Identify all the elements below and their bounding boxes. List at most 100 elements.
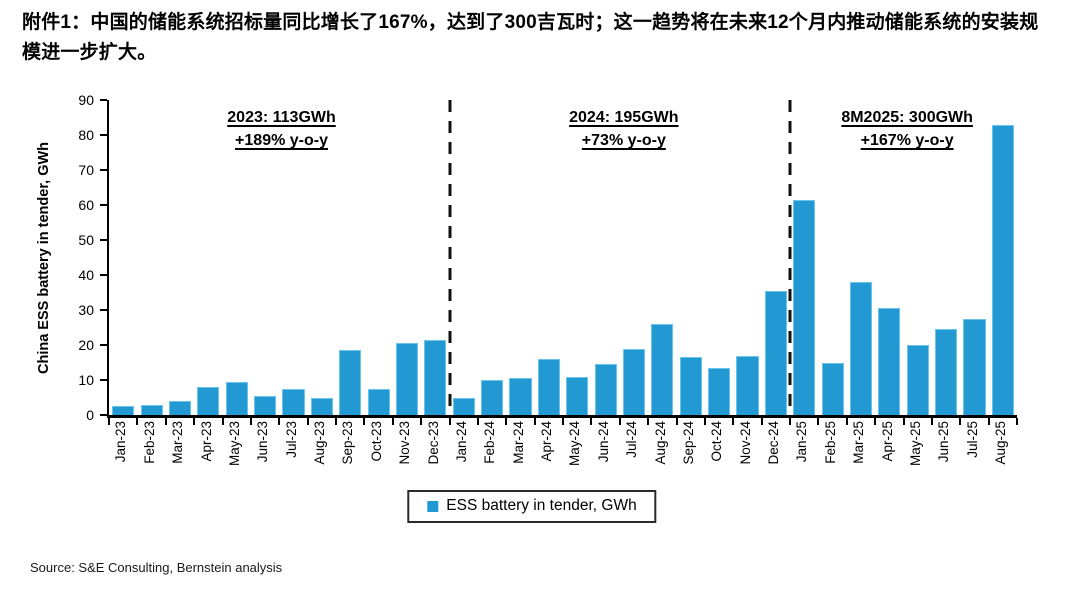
x-axis-tick — [108, 418, 110, 425]
x-tick-label: May-25 — [907, 421, 923, 467]
annotation-8m2025-total: 8M2025: 300GWh — [841, 109, 973, 126]
x-axis-tick — [249, 418, 252, 425]
bar-slot — [308, 100, 336, 415]
y-tick-label: 30 — [78, 302, 94, 318]
bar-sep-24 — [679, 357, 702, 415]
x-label-slot: Apr-24 — [533, 421, 561, 485]
x-axis-tick — [732, 418, 735, 425]
bar-may-25 — [906, 345, 929, 415]
x-label-slot: Oct-24 — [703, 421, 731, 485]
x-label-slot: Aug-24 — [646, 421, 674, 485]
x-label-slot: Jan-25 — [788, 421, 816, 485]
bar-slot — [620, 100, 648, 415]
bar-may-24 — [566, 376, 589, 415]
x-tick-label: Sep-24 — [680, 421, 696, 465]
x-label-slot: Jun-25 — [930, 421, 958, 485]
x-label-slot: Mar-24 — [504, 421, 532, 485]
x-label-slot: May-24 — [561, 421, 589, 485]
bar-slot — [932, 100, 960, 415]
bar-apr-23 — [197, 387, 220, 415]
bar-feb-25 — [821, 362, 844, 415]
year-separator-line — [788, 100, 792, 415]
x-axis-tick — [533, 418, 536, 425]
x-tick-label: Feb-25 — [822, 421, 838, 464]
y-tick-label: 20 — [78, 337, 94, 354]
x-axis-tick — [675, 418, 678, 425]
x-tick-label: Aug-23 — [312, 421, 328, 465]
x-tick-label: Aug-24 — [652, 421, 668, 465]
x-tick-label: Jan-24 — [453, 421, 469, 463]
bar-mar-24 — [509, 378, 532, 415]
y-axis-tick — [100, 134, 107, 137]
x-label-slot: Jun-23 — [249, 421, 277, 485]
bar-may-23 — [225, 381, 248, 415]
y-axis-title: China ESS battery in tender, GWh — [36, 141, 52, 374]
bar-nov-24 — [736, 355, 759, 415]
x-axis-tick — [703, 418, 706, 425]
x-axis-tick — [278, 418, 281, 425]
y-axis-tick — [100, 414, 107, 416]
x-axis-tick — [448, 418, 451, 425]
y-axis-labels: 0 10 20 30 40 50 60 70 80 90 — [62, 93, 100, 422]
bar-slot — [223, 100, 251, 415]
x-axis-labels: Jan-23 Feb-23 Mar-23 Apr-23 May-23 Jun-23 Jul-… — [107, 421, 1015, 485]
x-axis-tick — [789, 418, 791, 425]
bar-jan-24 — [452, 397, 475, 415]
x-tick-label: Mar-23 — [170, 421, 186, 464]
bar-jun-24 — [594, 364, 617, 415]
y-tick-label: 70 — [78, 162, 94, 178]
y-tick-label: 10 — [78, 372, 94, 389]
x-axis-tick — [306, 418, 309, 425]
x-label-slot: Apr-25 — [873, 421, 901, 485]
x-axis-tick — [391, 418, 394, 425]
x-tick-label: Jul-25 — [964, 421, 980, 458]
y-axis-tick — [100, 344, 107, 347]
bar-slot — [591, 100, 619, 415]
x-tick-label: Apr-25 — [879, 421, 895, 462]
annotation-8m2025: 8M2025: 300GWh +167% y-o-y — [841, 106, 973, 152]
x-axis-tick — [874, 418, 877, 425]
y-tick-label: 0 — [86, 407, 94, 423]
x-label-slot: Nov-24 — [731, 421, 759, 485]
y-axis-tick — [100, 239, 107, 241]
x-label-slot: Dec-23 — [419, 421, 447, 485]
x-label-slot: Jan-24 — [448, 421, 476, 485]
x-tick-label: Oct-24 — [709, 421, 725, 462]
bar-aug-24 — [651, 324, 674, 415]
bar-jul-23 — [282, 388, 305, 415]
x-label-slot: May-25 — [902, 421, 930, 485]
x-label-slot: Jul-24 — [618, 421, 646, 485]
bar-mar-25 — [849, 282, 872, 415]
x-axis-tick — [1016, 418, 1018, 425]
annotation-2024-total: 2024: 195GWh — [569, 109, 679, 126]
x-label-slot: Aug-23 — [306, 421, 334, 485]
bar-apr-24 — [537, 359, 560, 415]
x-tick-label: Feb-24 — [482, 421, 498, 464]
bar-slot — [705, 100, 733, 415]
y-axis-tick — [100, 274, 107, 277]
bar-dec-24 — [764, 290, 787, 415]
x-tick-label: Dec-24 — [766, 421, 782, 465]
bar-jan-25 — [793, 199, 816, 415]
bar-slot — [648, 100, 676, 415]
x-label-slot: Mar-23 — [164, 421, 192, 485]
x-label-slot: Jan-23 — [107, 421, 135, 485]
bar-slot — [563, 100, 591, 415]
bar-aug-23 — [310, 397, 333, 415]
x-label-slot: Jun-24 — [589, 421, 617, 485]
x-label-slot: Apr-23 — [192, 421, 220, 485]
x-tick-label: Jan-23 — [113, 421, 129, 463]
y-axis-tick — [100, 309, 107, 311]
x-tick-label: May-24 — [567, 421, 583, 467]
bar-sep-23 — [339, 350, 362, 415]
x-tick-label: Aug-25 — [993, 421, 1009, 465]
bar-slot — [506, 100, 534, 415]
x-label-slot: Mar-25 — [845, 421, 873, 485]
bar-jan-23 — [112, 406, 135, 415]
x-tick-label: May-23 — [226, 421, 242, 467]
bar-slot — [421, 100, 449, 415]
annotation-2024-yoy: +73% y-o-y — [581, 132, 666, 150]
y-axis-tick — [100, 204, 107, 206]
x-label-slot: Feb-23 — [135, 421, 163, 485]
x-axis-tick — [959, 418, 962, 425]
